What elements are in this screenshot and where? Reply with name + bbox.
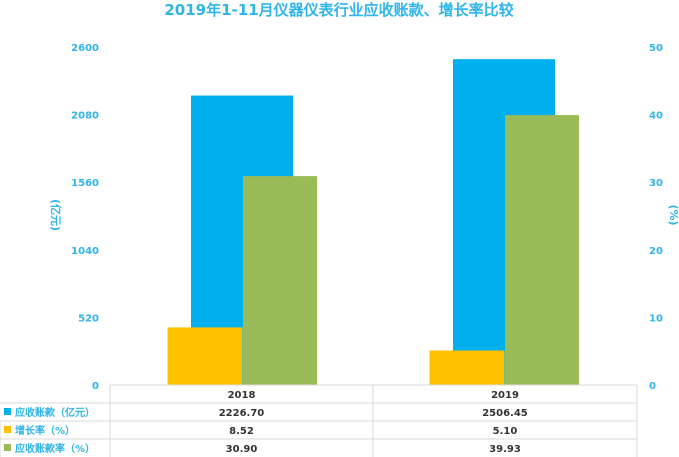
legend-label-0: 应收账款（亿元） <box>15 406 95 419</box>
legend-label-2: 应收账款率（%） <box>15 442 95 455</box>
right-tick-label-3: 30 <box>649 178 663 189</box>
table-cell-2-2018: 30.90 <box>226 444 258 455</box>
legend-swatch-0 <box>4 408 11 415</box>
left-tick-label-5: 2600 <box>71 43 99 54</box>
left-tick-label-4: 2080 <box>71 111 99 122</box>
category-label-2019: 2019 <box>491 390 519 401</box>
chart-title: 2019年1-11月仪器仪表行业应收账款、增长率比较 <box>164 1 513 19</box>
table-cell-2-2019: 39.93 <box>489 444 521 455</box>
data-table: 2018 2019 应收账款（亿元） 2226.70 2506.45 增长率（%） 8.52… <box>0 385 638 457</box>
right-tick-label-4: 40 <box>649 111 663 122</box>
right-axis-label: (%) <box>667 204 679 225</box>
bars <box>167 59 579 386</box>
right-tick-label-2: 20 <box>649 246 663 257</box>
legend-label-1: 增长率（%） <box>15 424 75 437</box>
legend-swatch-1 <box>4 426 11 433</box>
left-tick-label-1: 520 <box>78 313 99 324</box>
table-cell-0-2018: 2226.70 <box>219 408 265 419</box>
bar-series-2-2018 <box>243 176 317 385</box>
left-tick-label-0: 0 <box>92 381 99 392</box>
left-tick-label-2: 1040 <box>71 246 99 257</box>
table-cell-0-2019: 2506.45 <box>482 408 528 419</box>
bar-series-1-2019 <box>429 350 505 385</box>
right-tick-label-0: 0 <box>649 381 656 392</box>
right-tick-label-1: 10 <box>649 313 663 324</box>
left-axis-ticks: 0 520 1040 1560 2080 2600 <box>71 43 99 392</box>
bar-series-2-2019 <box>505 115 579 386</box>
table-cell-1-2019: 5.10 <box>493 426 518 437</box>
left-axis-label: (亿元) <box>49 199 63 231</box>
right-tick-label-5: 50 <box>649 43 663 54</box>
legend-swatch-2 <box>4 444 11 451</box>
right-axis-ticks: 0 10 20 30 40 50 <box>649 43 663 392</box>
bar-series-1-2018 <box>167 327 243 385</box>
left-tick-label-3: 1560 <box>71 178 99 189</box>
table-cell-1-2018: 8.52 <box>229 426 254 437</box>
category-label-2018: 2018 <box>228 390 256 401</box>
